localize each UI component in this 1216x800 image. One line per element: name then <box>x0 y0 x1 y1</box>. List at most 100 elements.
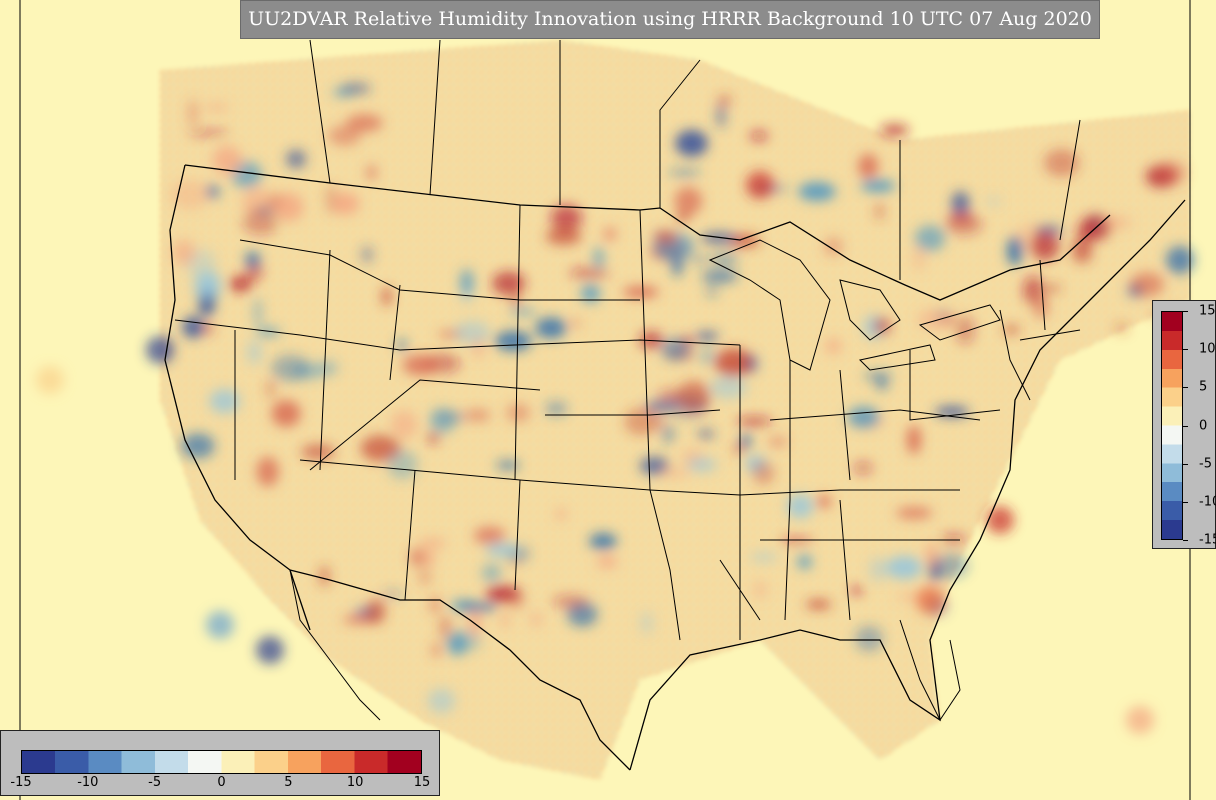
anomaly-blob <box>689 254 709 264</box>
anomaly-blob <box>700 232 738 244</box>
anomaly-blob <box>410 548 425 567</box>
colorbar-bottom-tick-label: 0 <box>217 775 226 790</box>
colorbar-bottom-gradient <box>21 750 422 774</box>
anomaly-blob <box>853 461 873 475</box>
anomaly-blob <box>750 553 778 561</box>
anomaly-blob <box>447 633 467 656</box>
colorbar-bottom-tick-label: -5 <box>148 775 162 790</box>
anomaly-blob <box>507 592 526 610</box>
anomaly-blob <box>182 316 205 339</box>
colorbar-right-tick-label: 10 <box>1199 341 1216 357</box>
anomaly-blob <box>798 182 836 202</box>
anomaly-blob <box>188 129 229 137</box>
anomaly-blob <box>427 688 456 714</box>
anomaly-blob <box>699 347 716 365</box>
anomaly-blob <box>714 348 753 377</box>
anomaly-blob <box>823 237 844 256</box>
anomaly-blob <box>242 209 279 235</box>
anomaly-blob <box>331 192 360 215</box>
anomaly-blob <box>366 164 377 181</box>
anomaly-blob <box>387 449 418 480</box>
anomaly-blob <box>271 400 301 427</box>
colorbar-right-tick-mark <box>1183 387 1188 389</box>
anomaly-blob <box>545 227 582 245</box>
anomaly-blob <box>245 251 261 268</box>
anomaly-blob <box>705 285 718 298</box>
anomaly-blob <box>570 319 581 328</box>
anomaly-blob <box>580 284 601 304</box>
anomaly-blob <box>402 354 439 376</box>
anomaly-blob <box>660 337 690 361</box>
anomaly-blob <box>654 230 678 244</box>
anomaly-blob <box>485 542 520 558</box>
anomaly-blob <box>544 401 568 416</box>
anomaly-blob <box>886 555 923 580</box>
anomaly-blob <box>460 269 474 295</box>
anomaly-blob <box>736 418 772 425</box>
anomaly-blob <box>652 419 665 428</box>
anomaly-blob <box>752 461 775 485</box>
anomaly-blob <box>1044 284 1061 292</box>
anomaly-blob <box>203 323 214 335</box>
anomaly-blob <box>914 225 946 252</box>
colorbar-right-tick-mark <box>1183 540 1188 541</box>
anomaly-blob <box>492 271 526 296</box>
anomaly-blob <box>360 435 401 462</box>
anomaly-blob <box>256 636 284 664</box>
anomaly-blob <box>397 339 407 352</box>
anomaly-blob <box>418 568 432 586</box>
anomaly-blob <box>851 586 863 595</box>
anomaly-blob <box>1033 293 1049 320</box>
anomaly-blob <box>659 468 692 478</box>
anomaly-blob <box>741 433 751 449</box>
anomaly-blob <box>228 276 253 292</box>
anomaly-blob <box>1030 231 1060 261</box>
anomaly-blob <box>382 287 392 306</box>
anomaly-blob <box>209 388 240 414</box>
anomaly-blob <box>256 456 279 487</box>
anomaly-blob <box>430 596 440 614</box>
anomaly-blob <box>895 507 933 519</box>
anomaly-blob <box>985 198 1001 205</box>
colorbar-right-tick-mark <box>1183 349 1188 351</box>
anomaly-blob <box>1099 216 1132 230</box>
colorbar-right-tick-label: -15 <box>1199 532 1216 548</box>
anomaly-blob <box>1043 148 1080 177</box>
anomaly-blob <box>432 643 441 658</box>
anomaly-blob <box>940 533 967 544</box>
anomaly-blob <box>494 330 532 352</box>
anomaly-blob <box>674 187 703 216</box>
anomaly-blob <box>361 246 374 263</box>
anomaly-blob <box>1115 323 1129 334</box>
anomaly-blob <box>506 403 531 422</box>
colorbar-right: 15 10 5 0 -5 -10 -15 <box>1152 300 1216 549</box>
anomaly-blob <box>874 317 891 335</box>
anomaly-blob <box>896 593 923 601</box>
anomaly-blob <box>286 149 307 169</box>
anomaly-blob <box>710 253 739 266</box>
anomaly-blob <box>496 461 520 470</box>
colorbar-right-tick-mark <box>1183 463 1188 465</box>
anomaly-blob <box>880 124 909 137</box>
anomaly-blob <box>639 331 663 349</box>
colorbar-right-tick-label: 15 <box>1199 303 1216 319</box>
anomaly-blob <box>816 495 832 508</box>
colorbar-right-tick-label: 0 <box>1199 418 1208 433</box>
anomaly-blob <box>805 600 832 609</box>
anomaly-blob <box>847 406 880 429</box>
state-boundaries <box>164 39 1186 771</box>
anomaly-blob <box>253 297 262 328</box>
anomaly-blob <box>193 271 216 300</box>
anomaly-blob <box>639 456 670 475</box>
colorbar-right-tick-mark <box>1183 311 1188 312</box>
anomaly-blob <box>925 541 938 569</box>
anomaly-blob <box>597 555 618 568</box>
anomaly-blob <box>318 360 339 376</box>
anomaly-blob <box>825 338 842 355</box>
anomaly-blob <box>206 184 219 199</box>
anomaly-blob <box>661 424 675 444</box>
anomaly-blob <box>319 565 330 587</box>
anomaly-blob <box>645 400 677 413</box>
anomaly-blob <box>786 494 814 519</box>
anomaly-blob <box>418 538 446 548</box>
